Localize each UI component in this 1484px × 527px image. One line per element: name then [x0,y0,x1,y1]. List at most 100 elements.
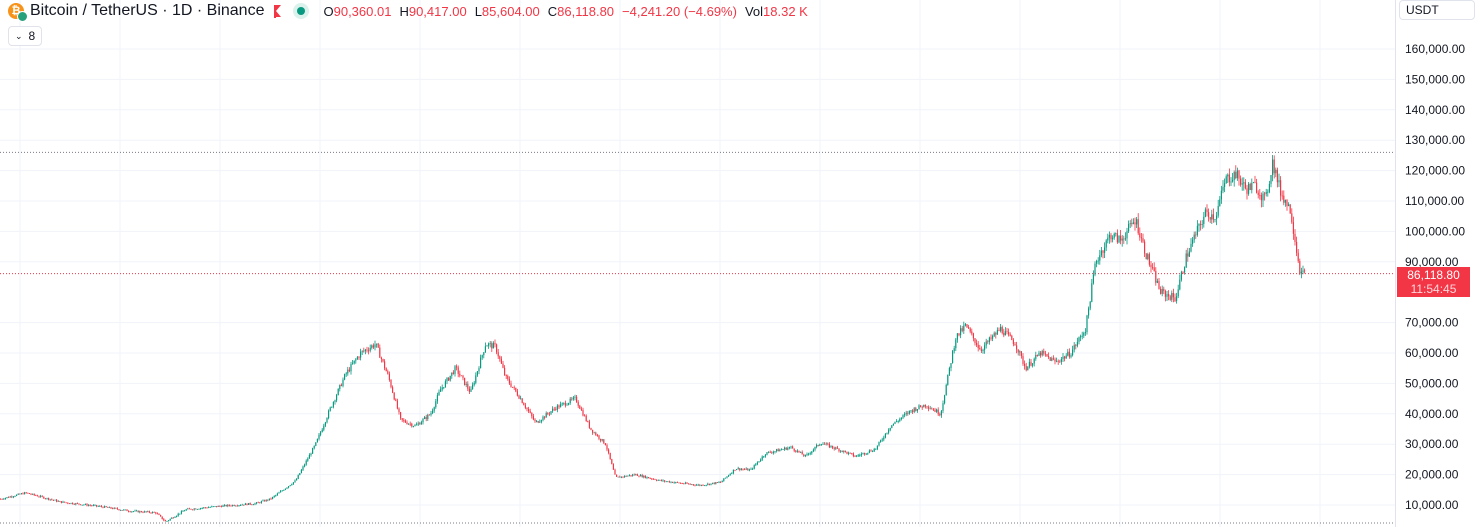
candle [345,371,347,377]
price-tick-label: 100,000.00 [1405,224,1465,238]
candle [289,485,291,487]
candle [1241,177,1243,191]
candle [435,398,437,409]
candle [942,400,944,414]
candle [467,381,469,392]
candle [419,421,421,425]
last-price-tag: 86,118.80 11:54:45 [1397,267,1470,297]
candle [611,458,613,465]
price-tick-label: 70,000.00 [1405,316,1459,330]
candle [622,476,624,479]
candle [1236,167,1238,181]
candle [137,510,139,513]
candle [1248,181,1250,196]
candle [633,473,635,476]
candle [280,490,282,493]
candle [243,504,245,506]
candle [860,452,862,457]
candle [305,459,307,466]
candle [488,342,490,349]
candle [187,507,189,510]
candle [529,408,531,414]
candle [364,348,366,355]
price-axis[interactable]: 160,000.00 150,000.00 140,000.00 130,000.00… [1395,0,1466,527]
candle [1233,170,1235,187]
candle [809,451,811,456]
candle [225,504,227,507]
candle [425,414,427,422]
candle [481,354,483,360]
price-tick-label: 20,000.00 [1405,468,1459,482]
candle [363,347,365,353]
candle [779,448,781,452]
candle [1230,177,1232,187]
candle [784,446,786,451]
candle [83,504,85,506]
symbol-legend[interactable]: ₿ Bitcoin / TetherUS · 1D · Binance O 90,… [0,0,816,22]
candle [486,344,488,347]
candle [539,419,541,423]
currency-selector[interactable]: USDT [1399,0,1475,20]
candle [508,376,510,386]
chart-grid [0,0,1395,527]
flag-icon[interactable] [274,5,282,18]
candle [472,382,474,390]
candle [196,508,198,510]
candle [747,468,749,471]
candle [348,367,350,373]
indicators-toggle-button[interactable]: ⌄ 8 [8,26,43,46]
candle [108,506,110,508]
candle [974,337,976,346]
candle [1067,348,1069,357]
candle [209,506,211,508]
candle [627,475,629,477]
candle [281,490,283,492]
candle [796,449,798,453]
candle [9,495,11,498]
candle [1227,173,1229,183]
candle [600,438,602,443]
candle [35,494,37,496]
candle [1153,262,1155,272]
candle [457,365,459,378]
candle [980,346,982,354]
candle [1228,168,1230,187]
candle [836,445,838,449]
price-tick-label: 140,000.00 [1405,103,1465,117]
candle [272,496,274,500]
candle [464,377,466,386]
candle [635,473,637,476]
candle [249,502,251,506]
candle [705,484,707,487]
candle [446,377,448,385]
candle [1288,202,1290,207]
candle [625,475,627,477]
candle [265,499,267,502]
candle [1283,190,1285,206]
candle [912,409,914,415]
candle [739,468,741,472]
candle [990,334,992,341]
price-tick-label: 110,000.00 [1405,194,1464,208]
candle [892,423,894,426]
candle [1206,204,1208,217]
candle [1212,208,1214,223]
candle [40,494,42,498]
candle [1100,247,1102,258]
symbol-title[interactable]: Bitcoin / TetherUS · 1D · Binance [30,2,265,19]
candle [230,504,232,507]
candle [400,411,402,420]
candle [112,507,114,510]
candle [1062,353,1064,363]
candle [1188,247,1190,258]
candle [1075,343,1077,350]
candle [276,492,278,496]
candle [995,331,997,339]
candle [657,479,659,481]
candle [580,406,582,411]
candle [1073,342,1075,353]
candle [1092,270,1094,285]
candle [768,451,770,454]
candle [1163,286,1165,295]
